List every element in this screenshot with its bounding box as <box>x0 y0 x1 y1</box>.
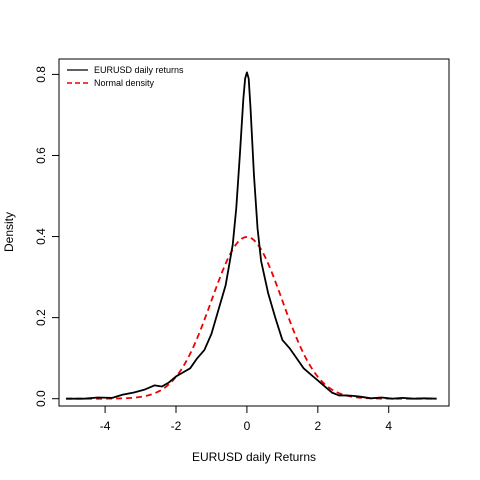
series-line-normal-density <box>66 236 437 400</box>
y-tick-label: 0.2 <box>34 309 48 326</box>
y-tick-label: 0.6 <box>34 147 48 164</box>
legend-label-normal: Normal density <box>94 78 155 88</box>
y-tick-label: 0.4 <box>34 228 48 245</box>
x-tick-label: 4 <box>385 419 392 433</box>
x-axis-title: EURUSD daily Returns <box>192 450 316 464</box>
x-tick-label: 0 <box>244 419 251 433</box>
x-tick-label: -4 <box>100 419 111 433</box>
y-axis: 0.0 0.2 0.4 0.6 0.8 <box>34 66 60 407</box>
y-tick-label: 0.8 <box>34 66 48 83</box>
y-tick-label: 0.0 <box>34 390 48 407</box>
series-line-eurusd-daily-returns <box>66 71 437 400</box>
x-tick-label: 2 <box>314 419 321 433</box>
x-tick-label: -2 <box>171 419 182 433</box>
y-axis-title: Density <box>2 212 16 252</box>
legend-label-eurusd: EURUSD daily returns <box>94 65 184 75</box>
series-layer <box>66 71 437 400</box>
x-axis: -4 -2 0 2 4 <box>100 405 392 433</box>
plot-box <box>58 58 450 407</box>
legend: EURUSD daily returns Normal density <box>67 65 184 88</box>
